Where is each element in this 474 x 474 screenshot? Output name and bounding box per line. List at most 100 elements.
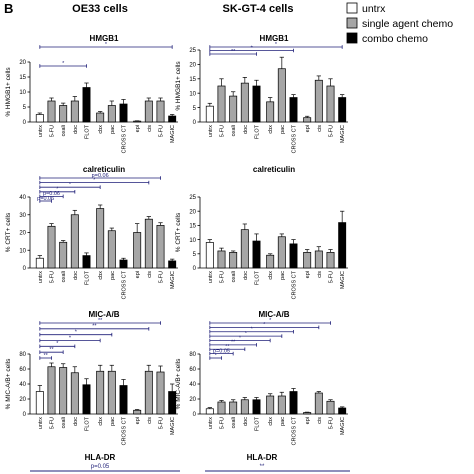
y-axis-label: % HMGB1+ cells <box>175 61 182 111</box>
significance-label: p=0.05 <box>213 348 230 354</box>
bottom-panel-right: HLA-DR ** <box>205 453 350 472</box>
x-tick-label: epi <box>135 417 141 424</box>
bar <box>240 82 249 123</box>
significance-label: p=0.06 <box>43 191 60 197</box>
x-tick-label: doc <box>73 417 79 426</box>
bar <box>119 103 128 123</box>
x-tick-label: cis <box>317 271 323 278</box>
bottom-panel-sig-label: ** <box>260 464 265 470</box>
y-tick-label: 20 <box>189 397 196 403</box>
chart-title: HMGB1 <box>90 34 119 43</box>
bar <box>217 85 226 123</box>
bar <box>229 401 238 415</box>
x-tick-label: doc <box>73 125 79 134</box>
bar <box>96 370 105 415</box>
significance-label: * <box>251 45 254 51</box>
x-tick-label: oxali <box>61 271 67 282</box>
x-tick-label: 5-FU <box>159 125 165 137</box>
x-tick-label: pac <box>280 271 286 280</box>
y-tick-label: 10 <box>189 238 196 244</box>
bar <box>326 252 335 269</box>
y-tick-label: 0 <box>23 120 27 126</box>
significance-label: p=0.06 <box>37 196 54 202</box>
bar <box>229 252 238 269</box>
bar <box>107 230 116 269</box>
significance-label: * <box>215 353 218 359</box>
bar <box>266 254 275 269</box>
chart-panel: calreticulin % CRT+ cells 0 10 20 30 40 untrx 5-… <box>5 165 178 299</box>
bar <box>144 100 153 123</box>
x-tick-label: FLOT <box>85 416 91 431</box>
x-tick-label: cis <box>147 417 153 424</box>
bar <box>303 117 312 123</box>
bar <box>168 115 177 123</box>
y-tick-label: 80 <box>189 352 196 358</box>
x-tick-label: untrx <box>38 417 44 429</box>
x-tick-label: cbx <box>268 271 274 280</box>
legend: untrx single agent chemo combo chemo <box>346 2 453 45</box>
y-tick-label: 20 <box>189 209 196 215</box>
bar <box>96 208 105 269</box>
legend-label-combo: combo chemo <box>362 33 428 45</box>
y-tick-label: 40 <box>19 195 26 201</box>
bar <box>217 250 226 269</box>
x-tick-label: MAGIC <box>340 417 346 435</box>
y-axis-label: % MIC-A/B+ cells <box>175 358 182 409</box>
chart-panel: HMGB1 % HMGB1+ cells 0 5 10 15 20 untrx 5-FU oxal… <box>5 34 178 153</box>
x-tick-label: pac <box>110 417 116 426</box>
bar <box>266 395 275 415</box>
bar <box>338 97 347 123</box>
bar <box>47 225 56 269</box>
chart-panel: HMGB1 % HMGB1+ cells 0 5 10 15 20 25 untrx 5-FU ox… <box>175 34 348 153</box>
x-tick-label: 5-FU <box>50 417 56 429</box>
y-tick-label: 5 <box>193 106 197 112</box>
column-title-skgt4: SK-GT-4 cells <box>223 3 294 15</box>
x-tick-label: oxali <box>231 417 237 428</box>
bar <box>229 95 238 123</box>
bar <box>338 222 347 269</box>
x-tick-label: 5-FU <box>329 125 335 137</box>
x-tick-label: CROSS CT <box>122 416 128 445</box>
bottom-panel-left: HLA-DR p=0.05 <box>30 453 180 472</box>
bar <box>205 408 214 415</box>
bar <box>205 242 214 269</box>
x-tick-label: doc <box>243 417 249 426</box>
x-tick-label: untrx <box>38 271 44 283</box>
y-tick-label: 0 <box>23 412 27 418</box>
bar <box>144 370 153 415</box>
bar <box>107 105 116 123</box>
x-tick-label: cis <box>317 417 323 424</box>
x-tick-label: untrx <box>208 271 214 283</box>
x-tick-label: epi <box>305 125 311 132</box>
significance-label: ** <box>92 324 97 330</box>
bar <box>133 232 142 269</box>
x-tick-label: pac <box>280 125 286 134</box>
bar <box>338 407 347 415</box>
bar <box>314 250 323 269</box>
x-tick-label: epi <box>135 125 141 132</box>
bottom-panel-sig-label: p=0.05 <box>91 464 110 470</box>
x-tick-label: oxali <box>61 417 67 428</box>
x-tick-label: pac <box>110 271 116 280</box>
significance-label: * <box>56 187 59 193</box>
y-tick-label: 15 <box>189 224 196 230</box>
bar <box>70 100 79 123</box>
x-tick-label: CROSS CT <box>122 124 128 153</box>
bar <box>289 97 298 123</box>
y-tick-label: 40 <box>189 382 196 388</box>
y-tick-label: 40 <box>19 382 26 388</box>
bar <box>252 85 261 123</box>
chart-panel: MIC-A/B % MIC-A/B+ cells 0 20 40 60 80 untrx 5-F… <box>175 310 348 445</box>
significance-label: ** <box>225 344 230 350</box>
bar <box>96 112 105 123</box>
bar <box>133 120 142 123</box>
bar <box>252 240 261 269</box>
x-tick-label: 5-FU <box>50 271 56 283</box>
bar <box>240 399 249 415</box>
x-tick-label: 5-FU <box>159 417 165 429</box>
bar <box>59 367 68 415</box>
bar <box>168 260 177 269</box>
bar <box>289 391 298 415</box>
legend-swatch-single <box>346 17 358 29</box>
